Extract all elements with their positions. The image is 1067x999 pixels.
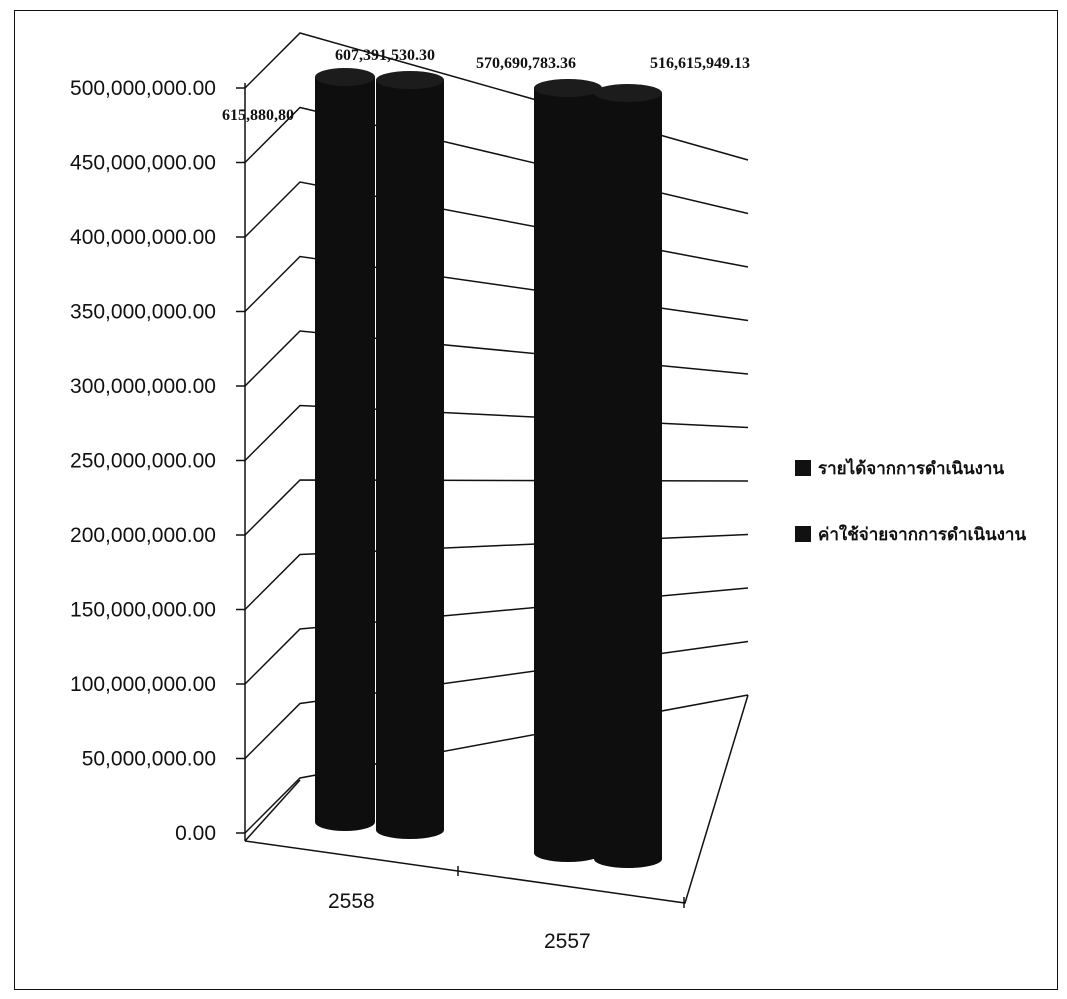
data-label: 615,880,80 bbox=[222, 107, 294, 124]
y-tick-label: 500,000,000.00 bbox=[70, 77, 216, 100]
y-tick-label: 400,000,000.00 bbox=[70, 226, 216, 249]
x-axis-categories: 2558 2557 bbox=[328, 890, 591, 953]
legend-swatch bbox=[795, 460, 811, 476]
floor-edge bbox=[244, 694, 749, 904]
y-tick-label: 150,000,000.00 bbox=[70, 599, 216, 622]
y-tick-label: 300,000,000.00 bbox=[70, 375, 216, 398]
bar bbox=[315, 77, 375, 822]
x-category-label: 2557 bbox=[544, 930, 591, 953]
bars bbox=[315, 68, 662, 868]
legend: รายได้จากการดำเนินงานค่าใช้จ่ายจากการดำเ… bbox=[795, 458, 1026, 544]
data-label: 570,690,783.36 bbox=[476, 55, 576, 72]
data-labels: 615,880,80 607,391,530.30 570,690,783.36 51… bbox=[222, 47, 750, 124]
y-tick-label: 250,000,000.00 bbox=[70, 450, 216, 473]
y-tick-label: 0.00 bbox=[175, 822, 216, 845]
y-tick-label: 50,000,000.00 bbox=[82, 748, 216, 771]
y-tick-label: 100,000,000.00 bbox=[70, 673, 216, 696]
bar-top bbox=[594, 84, 662, 102]
bar-base bbox=[315, 813, 375, 831]
data-label: 516,615,949.13 bbox=[650, 55, 750, 72]
bar-top bbox=[534, 79, 602, 97]
y-tick-label: 200,000,000.00 bbox=[70, 524, 216, 547]
legend-label: ค่าใช้จ่ายจากการดำเนินงาน bbox=[818, 524, 1026, 544]
y-axis-ticks: 0.00 50,000,000.00 100,000,000.00 150,000,0… bbox=[70, 77, 245, 845]
bar bbox=[534, 88, 602, 853]
bar-top bbox=[376, 71, 444, 89]
x-category-label: 2558 bbox=[328, 890, 375, 913]
bar-top bbox=[315, 68, 375, 86]
y-tick-label: 450,000,000.00 bbox=[70, 152, 216, 175]
bar bbox=[376, 80, 444, 830]
bar-base bbox=[534, 844, 602, 862]
bar-base bbox=[376, 821, 444, 839]
chart-walls bbox=[244, 83, 749, 908]
y-tick-label: 350,000,000.00 bbox=[70, 301, 216, 324]
data-label: 607,391,530.30 bbox=[335, 47, 435, 64]
chart-frame bbox=[14, 10, 1058, 990]
legend-swatch bbox=[795, 526, 811, 542]
legend-label: รายได้จากการดำเนินงาน bbox=[818, 458, 1004, 478]
floor-side bbox=[244, 779, 301, 842]
bar-base bbox=[594, 850, 662, 868]
bar bbox=[594, 93, 662, 859]
